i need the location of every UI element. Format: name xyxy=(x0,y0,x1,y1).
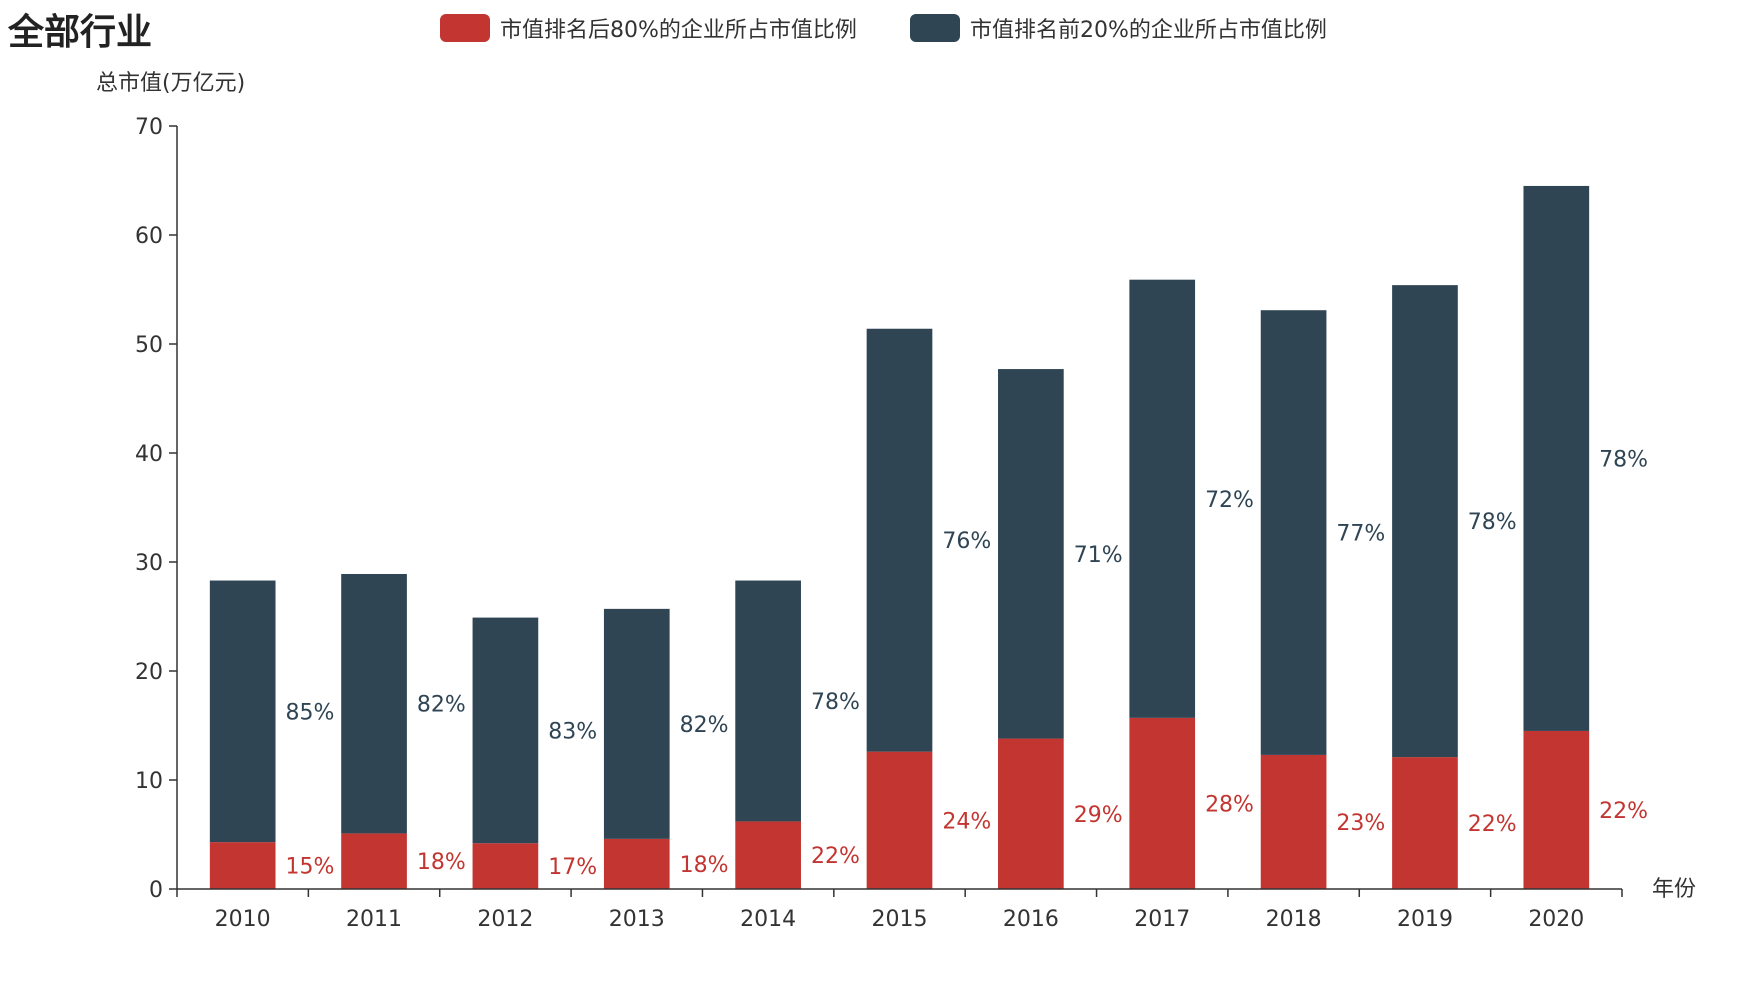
legend[interactable]: 市值排名后80%的企业所占市值比例 市值排名前20%的企业所占市值比例 xyxy=(440,14,1327,43)
data-label-top20: 76% xyxy=(942,529,991,554)
x-tick-label: 2020 xyxy=(1528,907,1584,932)
data-label-top20: 78% xyxy=(811,690,860,715)
y-tick-label: 60 xyxy=(135,224,163,249)
bar-top20[interactable] xyxy=(341,573,407,834)
x-tick-label: 2012 xyxy=(477,907,533,932)
data-label-bottom80: 22% xyxy=(1599,799,1648,824)
data-label-bottom80: 23% xyxy=(1336,811,1385,836)
data-label-top20: 78% xyxy=(1468,510,1517,535)
y-axis-ticks: 0 10 20 30 40 50 60 70 xyxy=(135,115,177,903)
data-label-top20: 77% xyxy=(1336,522,1385,547)
bar-bottom80[interactable] xyxy=(341,833,407,889)
bar-bottom80[interactable] xyxy=(1392,757,1458,889)
bar-top20[interactable] xyxy=(209,580,276,843)
legend-label-bottom80[interactable]: 市值排名后80%的企业所占市值比例 xyxy=(500,18,857,43)
chart-title: 全部行业 xyxy=(7,11,152,53)
data-label-bottom80: 22% xyxy=(811,844,860,869)
x-tick-label: 2013 xyxy=(609,907,665,932)
y-tick-label: 70 xyxy=(135,115,163,140)
x-tick-label: 2011 xyxy=(346,907,402,932)
data-label-top20: 83% xyxy=(548,719,597,744)
bars-layer xyxy=(209,185,1590,889)
bar-top20[interactable] xyxy=(1392,285,1458,758)
data-label-top20: 78% xyxy=(1599,447,1648,472)
bar-top20[interactable] xyxy=(472,617,539,844)
data-label-bottom80: 24% xyxy=(942,809,991,834)
bar-bottom80[interactable] xyxy=(1523,730,1590,889)
bar-bottom80[interactable] xyxy=(209,842,276,889)
y-tick-label: 40 xyxy=(135,442,163,467)
bar-top20[interactable] xyxy=(1260,310,1327,755)
data-label-bottom80: 28% xyxy=(1205,792,1254,817)
x-tick-label: 2019 xyxy=(1397,907,1453,932)
bar-bottom80[interactable] xyxy=(1260,754,1327,889)
bar-top20[interactable] xyxy=(1523,185,1590,731)
y-tick-label: 50 xyxy=(135,333,163,358)
bar-top20[interactable] xyxy=(1129,279,1196,718)
y-tick-label: 10 xyxy=(135,769,163,794)
bar-bottom80[interactable] xyxy=(603,838,670,889)
data-label-bottom80: 18% xyxy=(680,853,729,878)
bar-top20[interactable] xyxy=(866,328,933,752)
data-label-top20: 82% xyxy=(417,693,466,718)
y-tick-label: 0 xyxy=(149,878,163,903)
bar-top20[interactable] xyxy=(603,608,670,839)
x-tick-label: 2014 xyxy=(740,907,796,932)
bar-bottom80[interactable] xyxy=(866,751,933,889)
bar-bottom80[interactable] xyxy=(472,843,539,889)
bar-bottom80[interactable] xyxy=(735,821,801,889)
x-tick-label: 2018 xyxy=(1266,907,1322,932)
data-label-top20: 82% xyxy=(680,713,729,738)
x-tick-label: 2015 xyxy=(872,907,928,932)
data-label-bottom80: 17% xyxy=(548,855,597,880)
legend-swatch-bottom80[interactable] xyxy=(440,14,490,42)
legend-label-top20[interactable]: 市值排名前20%的企业所占市值比例 xyxy=(970,18,1327,43)
y-axis-name: 总市值(万亿元) xyxy=(96,71,245,96)
x-tick-label: 2010 xyxy=(215,907,271,932)
data-label-bottom80: 29% xyxy=(1074,803,1123,828)
bar-bottom80[interactable] xyxy=(1129,717,1196,889)
x-axis-name: 年份 xyxy=(1652,877,1696,902)
bar-bottom80[interactable] xyxy=(998,738,1064,889)
bar-top20[interactable] xyxy=(735,580,801,822)
data-label-bottom80: 15% xyxy=(286,855,335,880)
data-label-top20: 71% xyxy=(1074,543,1123,568)
data-labels-layer: 15% 85% 18% 82% 17% 83% 18% 82% 22% 78% 24% 76% 29% 7… xyxy=(286,447,1649,880)
data-label-bottom80: 18% xyxy=(417,850,466,875)
y-tick-label: 30 xyxy=(135,551,163,576)
data-label-bottom80: 22% xyxy=(1468,812,1517,837)
x-tick-label: 2016 xyxy=(1003,907,1059,932)
legend-swatch-top20[interactable] xyxy=(910,14,960,42)
x-axis-ticks: 2010 2011 2012 2013 2014 2015 2016 2017 2018 2019… xyxy=(176,889,1623,932)
data-label-top20: 85% xyxy=(286,700,335,725)
data-label-top20: 72% xyxy=(1205,488,1254,513)
y-tick-label: 20 xyxy=(135,660,163,685)
bar-top20[interactable] xyxy=(998,369,1064,739)
x-tick-label: 2017 xyxy=(1134,907,1190,932)
